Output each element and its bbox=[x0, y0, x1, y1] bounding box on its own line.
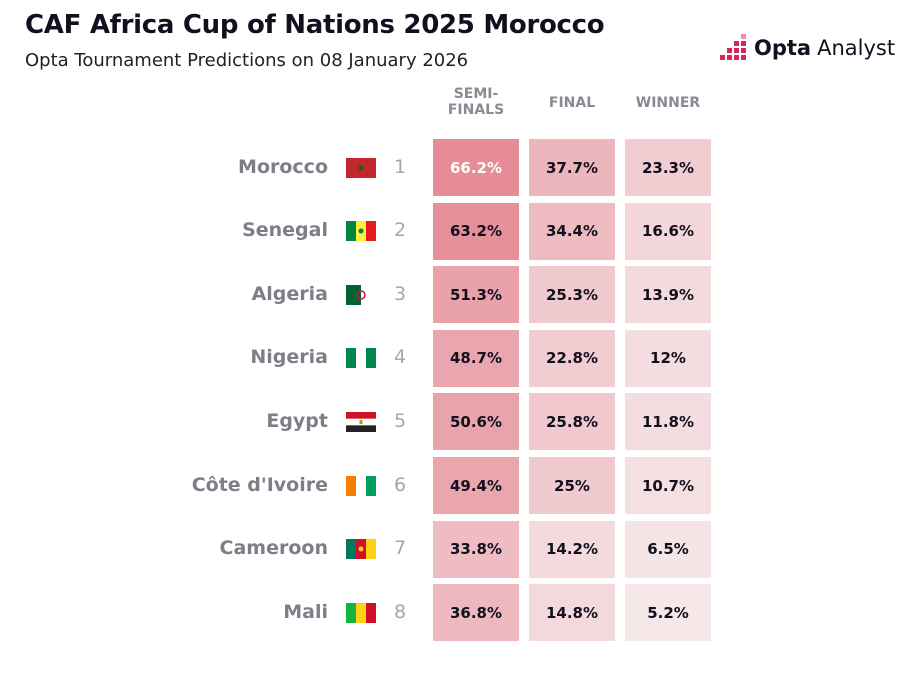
cell: 49.4% bbox=[433, 457, 519, 514]
cell: 23.3% bbox=[625, 139, 711, 196]
cell: 5.2% bbox=[625, 584, 711, 642]
rank: 3 bbox=[393, 282, 407, 305]
team-name: Mali bbox=[283, 600, 328, 623]
logo: Opta Analyst bbox=[720, 32, 895, 64]
rank: 6 bbox=[393, 473, 407, 496]
cell: 10.7% bbox=[625, 457, 711, 514]
rank: 8 bbox=[393, 600, 407, 623]
flag bbox=[346, 411, 376, 432]
cell: 25.8% bbox=[529, 393, 615, 451]
rank: 7 bbox=[393, 537, 407, 560]
team-name: Algeria bbox=[251, 282, 328, 305]
cell: 6.5% bbox=[625, 520, 711, 578]
flag bbox=[346, 475, 376, 496]
flag bbox=[346, 157, 376, 178]
logo-icon bbox=[720, 34, 746, 60]
cell: 16.6% bbox=[625, 202, 711, 260]
flag bbox=[346, 284, 376, 305]
cell: 37.7% bbox=[529, 139, 615, 196]
column-header-line: FINAL bbox=[548, 95, 596, 111]
cell: 22.8% bbox=[529, 329, 615, 387]
subtitle: Opta Tournament Predictions on 08 Januar… bbox=[25, 50, 469, 71]
rank: 1 bbox=[393, 155, 407, 178]
cell: 51.3% bbox=[433, 266, 519, 324]
cell: 33.8% bbox=[433, 520, 519, 578]
title: CAF Africa Cup of Nations 2025 Morocco bbox=[25, 10, 605, 40]
team-name: Nigeria bbox=[250, 346, 328, 369]
cell: 14.2% bbox=[529, 520, 615, 578]
column-header-line: SEMI- bbox=[453, 86, 499, 102]
cell: 25.3% bbox=[529, 266, 615, 324]
column-header-line: WINNER bbox=[635, 95, 701, 111]
rank: 4 bbox=[393, 346, 407, 369]
flag bbox=[346, 348, 376, 369]
cell: 14.8% bbox=[529, 584, 615, 642]
cell: 25% bbox=[529, 457, 615, 514]
team-name: Senegal bbox=[242, 219, 328, 242]
cell: 63.2% bbox=[433, 202, 519, 260]
rank: 5 bbox=[393, 409, 407, 432]
team-name: Egypt bbox=[266, 409, 328, 432]
team-name: Morocco bbox=[238, 155, 328, 178]
team-name: Côte d'Ivoire bbox=[191, 473, 328, 496]
flag bbox=[346, 602, 376, 623]
logo-brand: Opta bbox=[754, 36, 812, 60]
logo-product: Analyst bbox=[817, 36, 896, 60]
cell: 66.2% bbox=[433, 139, 519, 196]
cell: 50.6% bbox=[433, 393, 519, 451]
column-header: FINAL bbox=[529, 95, 615, 111]
cell: 34.4% bbox=[529, 202, 615, 260]
column-header-line: FINALS bbox=[447, 102, 505, 118]
cell: 48.7% bbox=[433, 329, 519, 387]
cell: 11.8% bbox=[625, 393, 711, 451]
team-name: Cameroon bbox=[219, 537, 328, 560]
cell: 12% bbox=[625, 329, 711, 387]
cell: 13.9% bbox=[625, 266, 711, 324]
flag bbox=[346, 221, 376, 242]
rank: 2 bbox=[393, 219, 407, 242]
column-header: WINNER bbox=[625, 95, 711, 111]
flag bbox=[346, 539, 376, 560]
cell: 36.8% bbox=[433, 584, 519, 642]
column-header: SEMI- FINALS bbox=[433, 86, 519, 118]
